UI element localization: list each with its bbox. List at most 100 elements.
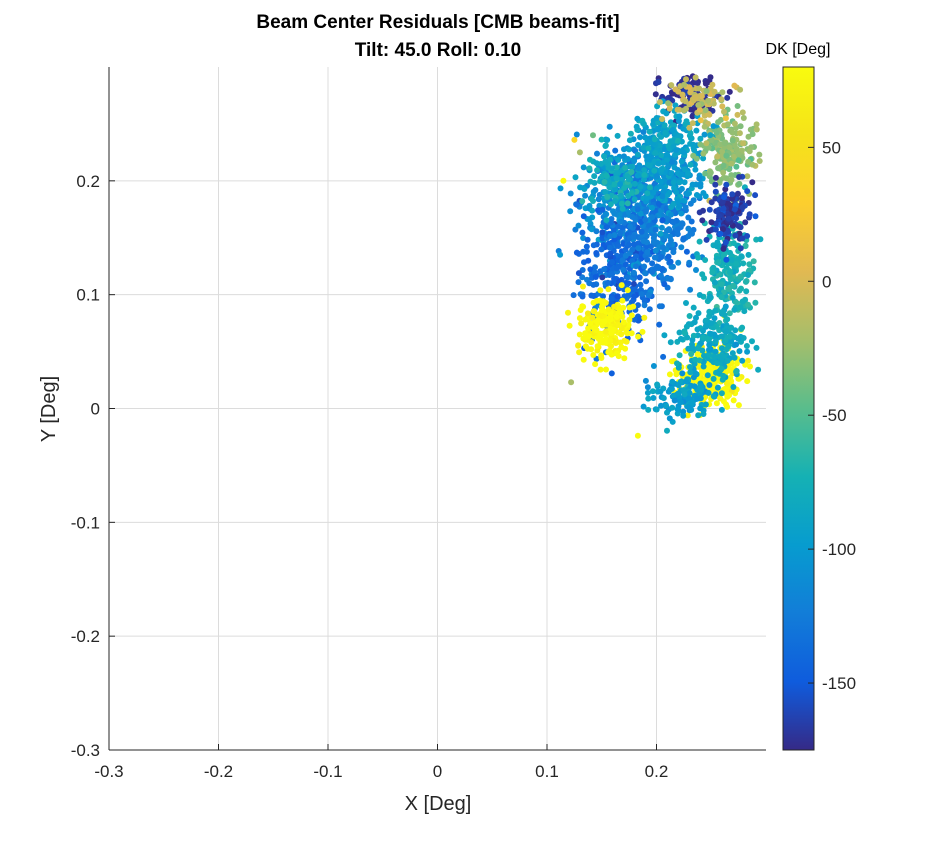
data-point — [678, 185, 685, 192]
data-point — [735, 335, 742, 342]
data-point — [649, 214, 656, 221]
data-point — [618, 331, 625, 338]
data-point — [728, 257, 735, 263]
data-point — [733, 146, 740, 152]
data-point — [575, 342, 582, 349]
data-point — [675, 382, 682, 389]
data-point — [735, 375, 742, 382]
data-point — [718, 356, 725, 363]
data-point — [650, 363, 657, 369]
data-point — [742, 278, 749, 285]
data-point — [638, 291, 645, 297]
data-point — [673, 189, 680, 196]
data-point — [717, 116, 724, 123]
data-point — [592, 264, 598, 271]
data-point — [726, 166, 733, 173]
data-point — [723, 346, 730, 353]
data-point — [606, 184, 613, 191]
data-point — [725, 211, 732, 218]
data-point — [588, 346, 595, 353]
data-point — [678, 210, 685, 217]
data-point — [726, 269, 733, 276]
data-point — [675, 137, 681, 144]
data-point — [661, 281, 668, 288]
data-point — [707, 132, 714, 139]
data-point — [740, 140, 747, 147]
data-point — [679, 221, 686, 227]
data-point — [682, 204, 689, 211]
data-point — [717, 230, 724, 237]
data-point — [650, 189, 657, 196]
data-point — [735, 402, 742, 409]
data-point — [639, 328, 646, 335]
y-tick-label: -0.2 — [71, 627, 100, 646]
data-point — [661, 332, 668, 339]
data-point — [658, 133, 665, 140]
data-point — [576, 349, 583, 356]
data-point — [737, 273, 744, 280]
data-point — [598, 352, 605, 359]
data-point — [685, 345, 692, 352]
data-point — [613, 169, 620, 176]
data-point — [658, 224, 665, 231]
data-point — [655, 200, 662, 207]
data-point — [692, 369, 698, 376]
data-point — [741, 308, 748, 315]
data-point — [612, 147, 619, 154]
data-point — [664, 427, 670, 434]
data-point — [634, 206, 641, 213]
data-point — [609, 270, 616, 277]
data-point — [629, 257, 636, 264]
data-point — [571, 136, 578, 143]
data-point — [640, 129, 647, 135]
data-point — [593, 160, 600, 167]
data-point — [643, 239, 650, 246]
data-point — [688, 351, 695, 357]
data-point — [736, 180, 743, 187]
data-point — [602, 158, 609, 165]
data-point — [624, 274, 631, 281]
data-point — [738, 285, 744, 292]
data-point — [660, 395, 667, 402]
data-point — [718, 406, 725, 413]
data-point — [612, 186, 619, 193]
data-point — [598, 136, 605, 143]
data-point — [597, 366, 604, 373]
data-point — [660, 159, 666, 166]
data-point — [641, 167, 648, 173]
data-point — [665, 227, 672, 234]
data-point — [714, 360, 721, 367]
data-point — [750, 258, 757, 265]
data-point — [720, 205, 727, 212]
data-point — [669, 404, 676, 411]
data-point — [649, 260, 656, 267]
data-point — [645, 395, 652, 402]
data-point — [613, 314, 620, 320]
data-point — [737, 245, 744, 252]
data-point — [661, 122, 668, 129]
data-point — [635, 302, 641, 309]
data-point — [579, 229, 586, 236]
data-point — [619, 257, 626, 264]
data-point — [690, 144, 697, 151]
data-point — [594, 150, 600, 157]
data-point — [726, 88, 733, 95]
data-point — [756, 151, 763, 158]
data-point — [633, 123, 640, 130]
data-point — [626, 241, 632, 248]
data-point — [620, 267, 627, 273]
data-point — [641, 302, 648, 309]
data-point — [733, 341, 740, 348]
data-point — [685, 225, 692, 232]
data-point — [696, 175, 703, 182]
data-point — [642, 270, 648, 277]
data-point — [644, 389, 651, 396]
data-point — [638, 228, 645, 235]
data-point — [568, 379, 575, 386]
data-point — [593, 250, 600, 256]
colorbar-tick-label: 0 — [822, 272, 831, 291]
data-point — [597, 287, 604, 294]
data-point — [634, 172, 641, 179]
data-point — [667, 237, 674, 244]
data-point — [727, 127, 734, 134]
